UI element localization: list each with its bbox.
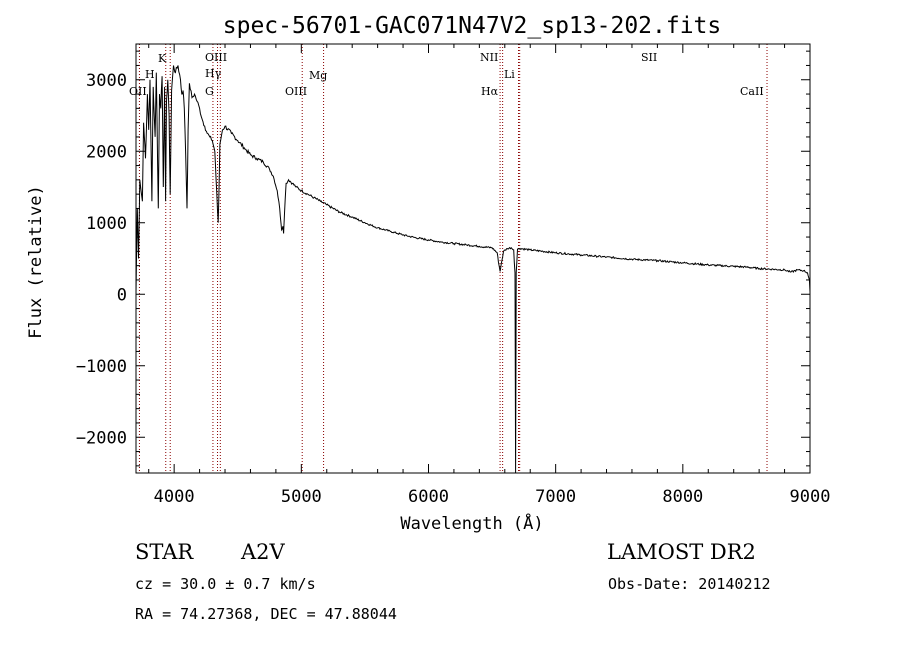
line-label-nii: NII [480,51,498,64]
spectral-line-markers [138,44,768,473]
y-tick-label: 2000 [86,142,127,162]
line-label-mg: Mg [309,69,327,82]
spectrum-line [135,65,811,474]
obs-date: Obs-Date: 20140212 [608,575,771,593]
ra-dec: RA = 74.27368, DEC = 47.88044 [135,605,397,623]
line-label-halpha: Hα [481,85,499,98]
line-label-hgamma: Hγ [205,67,222,80]
survey-name: LAMOST DR2 [607,540,756,564]
subclass: A2V [240,540,286,564]
line-label-k: K [158,52,167,65]
y-tick-label: −1000 [76,357,127,377]
line-label-g: G [205,85,214,98]
plot-frame [135,43,811,474]
x-tick-label: 5000 [281,487,322,507]
chart-title: spec-56701-GAC071N47V2_sp13-202.fits [223,13,722,39]
x-tick-label: 6000 [408,487,449,507]
y-tick-label: −2000 [76,428,127,448]
x-axis-label: Wavelength (Å) [400,512,543,534]
axis-ticks: 4000 5000 6000 7000 8000 9000 −2000 −1000 0 1000 2… [76,44,831,507]
x-tick-label: 7000 [535,487,576,507]
line-label-caii: CaII [740,85,764,98]
line-label-oii: OII [129,85,147,98]
object-class: STAR [135,540,194,564]
y-tick-label: 1000 [86,214,127,234]
x-tick-label: 4000 [154,487,195,507]
line-label-oiii-a: OIII [205,51,227,64]
y-tick-label: 3000 [86,71,127,91]
y-axis-label: Flux (relative) [26,185,46,339]
y-tick-label: 0 [117,285,127,305]
redshift-cz: cz = 30.0 ± 0.7 km/s [135,575,316,593]
line-label-sii: SII [641,51,657,64]
line-label-oiii-b: OIII [285,85,307,98]
line-label-li: Li [504,68,515,81]
x-tick-label: 9000 [790,487,831,507]
x-tick-label: 8000 [662,487,703,507]
line-label-h: H [145,68,155,81]
